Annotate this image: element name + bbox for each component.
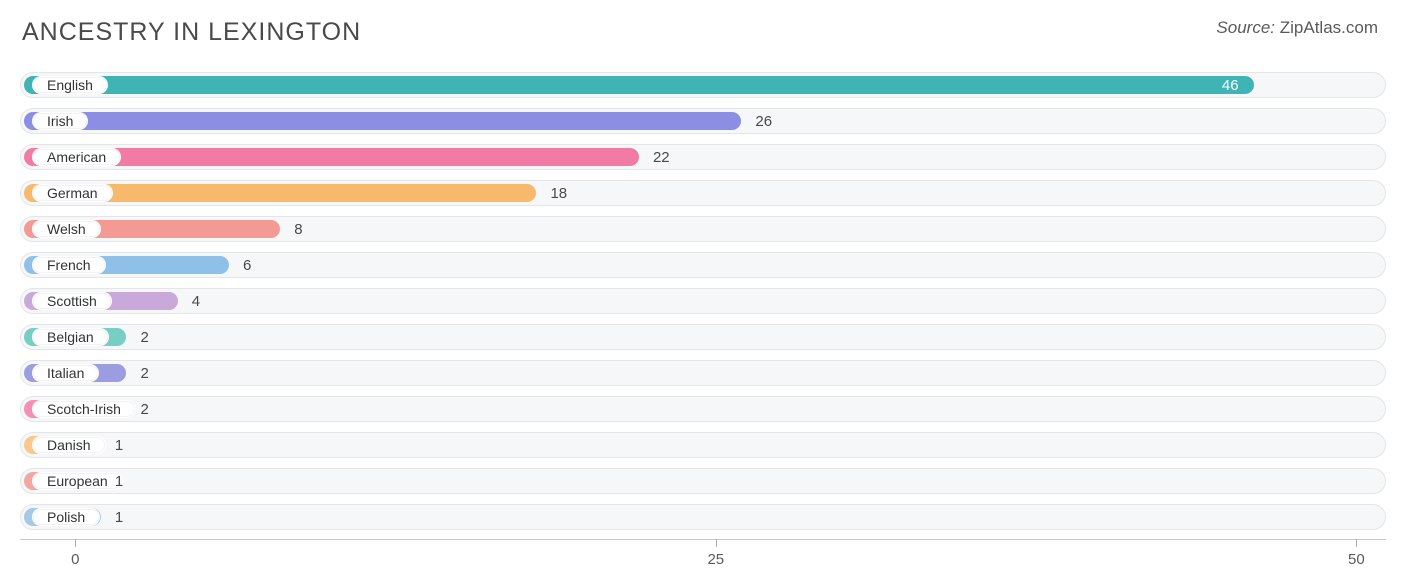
- source-attribution: Source: ZipAtlas.com: [1216, 18, 1378, 38]
- category-pill: Polish: [32, 508, 100, 526]
- value-label: 1: [115, 429, 123, 461]
- category-pill: Welsh: [32, 220, 101, 238]
- axis-tick-label: 0: [71, 551, 79, 568]
- bar-track: [20, 360, 1386, 386]
- value-label: 4: [192, 285, 200, 317]
- category-pill: European: [32, 472, 123, 490]
- bar-row: Belgian 2: [20, 321, 1386, 353]
- value-label: 8: [294, 213, 302, 245]
- axis-baseline: [20, 539, 1386, 540]
- chart-container: ANCESTRY IN LEXINGTON Source: ZipAtlas.c…: [0, 0, 1406, 571]
- bar-row: French 6: [20, 249, 1386, 281]
- value-label: 1: [115, 465, 123, 497]
- axis-tick: [75, 539, 76, 547]
- bar-row: Italian 2: [20, 357, 1386, 389]
- chart-area: English46Irish26American22German18Welsh8…: [0, 69, 1406, 579]
- bar-row: Welsh 8: [20, 213, 1386, 245]
- source-value: ZipAtlas.com: [1280, 18, 1378, 37]
- bar-track: [20, 396, 1386, 422]
- header: ANCESTRY IN LEXINGTON Source: ZipAtlas.c…: [0, 18, 1406, 47]
- value-label: 46: [1222, 69, 1239, 101]
- bar-track: [20, 324, 1386, 350]
- category-pill: Scottish: [32, 292, 112, 310]
- bar-row: Danish 1: [20, 429, 1386, 461]
- bar: [24, 112, 741, 130]
- axis-tick-label: 50: [1348, 551, 1365, 568]
- bar: [24, 76, 1254, 94]
- axis-tick: [1356, 539, 1357, 547]
- category-pill: Irish: [32, 112, 88, 130]
- bar-row: Scotch-Irish2: [20, 393, 1386, 425]
- bar-row: European1: [20, 465, 1386, 497]
- value-label: 22: [653, 141, 670, 173]
- bar-row: Polish 1: [20, 501, 1386, 533]
- value-label: 1: [115, 501, 123, 533]
- value-label: 6: [243, 249, 251, 281]
- value-label: 18: [550, 177, 567, 209]
- value-label: 2: [140, 357, 148, 389]
- value-label: 2: [140, 393, 148, 425]
- source-label: Source:: [1216, 18, 1275, 37]
- bar-row: Irish 26: [20, 105, 1386, 137]
- value-label: 2: [140, 321, 148, 353]
- bar-track: [20, 468, 1386, 494]
- bar-row: Scottish 4: [20, 285, 1386, 317]
- bar-track: [20, 288, 1386, 314]
- category-pill: Danish: [32, 436, 106, 454]
- category-pill: American: [32, 148, 121, 166]
- value-label: 26: [755, 105, 772, 137]
- category-pill: German: [32, 184, 113, 202]
- category-pill: English: [32, 76, 108, 94]
- category-pill: Italian: [32, 364, 99, 382]
- bar-row: German 18: [20, 177, 1386, 209]
- category-pill: Belgian: [32, 328, 109, 346]
- bar-row: English 46: [20, 69, 1386, 101]
- category-pill: French: [32, 256, 106, 274]
- category-pill: Scotch-Irish: [32, 400, 136, 418]
- bar-track: [20, 504, 1386, 530]
- chart-title: ANCESTRY IN LEXINGTON: [22, 18, 361, 47]
- bar-row: American 22: [20, 141, 1386, 173]
- axis-tick: [716, 539, 717, 547]
- axis-tick-label: 25: [707, 551, 724, 568]
- x-axis: 0 25 50: [20, 539, 1386, 579]
- bar-track: [20, 432, 1386, 458]
